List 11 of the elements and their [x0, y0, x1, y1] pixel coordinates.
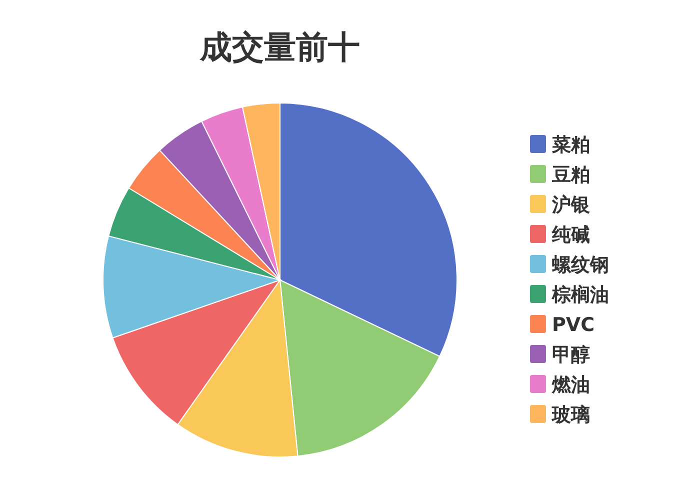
- legend-label: 沪银: [551, 194, 591, 216]
- legend-label: 甲醇: [552, 344, 590, 366]
- legend-label: PVC: [552, 314, 595, 336]
- legend-label: 纯碱: [551, 224, 590, 246]
- legend-label: 玻璃: [551, 404, 590, 426]
- legend-label: 螺纹钢: [551, 254, 609, 276]
- chart-title: 成交量前十: [199, 28, 360, 66]
- legend-label: 燃油: [551, 374, 590, 396]
- legend-label: 菜粕: [551, 134, 590, 156]
- legend-label: 棕榈油: [551, 284, 609, 306]
- legend-label: 豆粕: [551, 164, 590, 186]
